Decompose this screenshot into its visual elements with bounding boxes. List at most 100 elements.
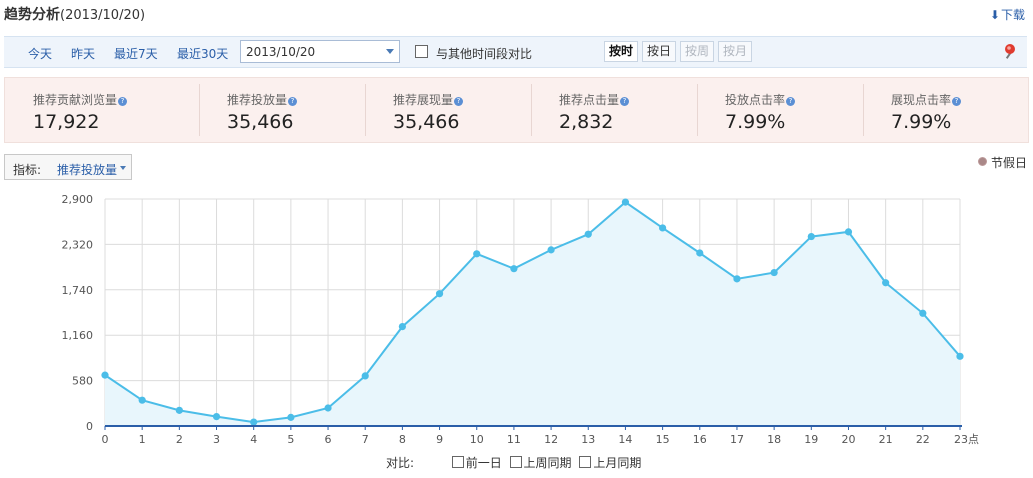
chart-point [324, 404, 332, 412]
metric-label: 推荐投放量? [227, 91, 298, 108]
help-icon[interactable]: ? [288, 97, 298, 106]
chart-point [621, 198, 630, 206]
x-tick-label: 3 [213, 433, 220, 446]
help-icon[interactable]: ? [620, 97, 630, 106]
download-label: 下载 [1000, 8, 1025, 22]
chart-point [175, 406, 183, 414]
compare-prev-day-label: 前一日 [465, 456, 502, 470]
chart-point [807, 232, 815, 241]
page-title: 趋势分析(2013/10/20) [4, 4, 145, 24]
chart-x-axis: 0 1 2 3 4 5 6 7 8 9 10 11 12 13 14 15 16 17 18 19 20 21 22 23点 [102, 426, 979, 446]
compare-last-week-checkbox[interactable] [509, 456, 522, 468]
x-tick-label: 12 [544, 433, 558, 446]
compare-last-month-checkbox[interactable] [579, 456, 592, 468]
compare-last-month-label: 上月同期 [593, 456, 642, 470]
chart-point [398, 322, 406, 331]
divider [863, 84, 864, 136]
x-tick-label: 14 [618, 433, 632, 446]
range-last-30-days[interactable]: 最近30天 [177, 47, 229, 61]
divider [531, 84, 532, 136]
x-tick-label: 4 [250, 433, 257, 446]
chart-point [287, 413, 295, 421]
range-yesterday[interactable]: 昨天 [71, 47, 96, 61]
holiday-dot-icon [977, 157, 987, 166]
x-tick-label: 0 [102, 433, 109, 446]
chart-point [733, 275, 741, 283]
compare-last-month[interactable]: 上月同期 [579, 456, 641, 470]
x-tick-label: 6 [325, 433, 332, 446]
chart-point [956, 352, 964, 360]
compare-prev-day-checkbox[interactable] [451, 456, 464, 468]
tab-by-month[interactable]: 按月 [718, 41, 752, 62]
divider [365, 84, 366, 136]
metric-label-text: 推荐投放量 [227, 93, 288, 107]
metric-label-text: 推荐贡献浏览量 [33, 93, 118, 107]
x-tick-label: 22 [916, 433, 930, 446]
metric-impression-ctr: 展现点击率? 7.99% [863, 78, 1028, 142]
chart-point [584, 230, 592, 238]
metric-label: 推荐点击量? [559, 91, 630, 108]
metric-delivery-ctr: 投放点击率? 7.99% [697, 78, 863, 142]
chart-point [770, 268, 778, 277]
help-icon[interactable]: ? [118, 97, 128, 106]
chart-point [659, 224, 667, 232]
indicator-label: 指标: [13, 163, 42, 177]
x-tick-label: 8 [399, 433, 406, 446]
metric-label: 推荐贡献浏览量? [33, 91, 128, 108]
chart-point [473, 250, 481, 258]
metric-label: 展现点击率? [891, 91, 962, 108]
date-picker[interactable]: 2013/10/20 [240, 40, 400, 63]
compare-row: 对比: 前一日 上周同期 上月同期 [386, 454, 645, 471]
metric-label: 推荐展现量? [393, 91, 464, 108]
help-icon[interactable]: ? [952, 97, 962, 106]
metric-value: 35,466 [227, 111, 294, 133]
chart-point [844, 228, 853, 236]
x-tick-label: 7 [362, 433, 369, 446]
tab-by-hour[interactable]: 按时 [604, 41, 638, 62]
y-tick-label: 0 [86, 420, 93, 433]
indicator-dropdown[interactable]: 指标: 推荐投放量 [4, 154, 132, 180]
metric-value: 2,832 [559, 111, 614, 133]
metric-value: 7.99% [725, 111, 786, 133]
chart-y-axis: 2,900 2,320 1,740 1,160 580 0 [62, 193, 94, 433]
holiday-legend-label: 节假日 [990, 156, 1027, 170]
page-title-text: 趋势分析 [4, 7, 60, 23]
x-tick-label: 19 [804, 433, 818, 446]
metric-label-text: 投放点击率 [725, 93, 786, 107]
holiday-legend: 节假日 [977, 154, 1027, 171]
chart-point [919, 309, 927, 317]
page-title-date: (2013/10/20) [60, 8, 146, 23]
compare-period-checkbox[interactable] [415, 45, 428, 58]
metric-recommend-delivery: 推荐投放量? 35,466 [199, 78, 365, 142]
x-tick-label: 20 [841, 433, 855, 446]
y-tick-label: 2,320 [62, 238, 94, 251]
compare-prev-day[interactable]: 前一日 [451, 456, 502, 470]
x-tick-label: 21 [879, 433, 893, 446]
compare-last-week[interactable]: 上周同期 [509, 456, 572, 470]
help-icon[interactable]: ? [786, 97, 796, 106]
metrics-panel: 推荐贡献浏览量? 17,922 推荐投放量? 35,466 推荐展现量? 35,… [4, 77, 1029, 143]
date-picker-value: 2013/10/20 [246, 45, 316, 59]
y-tick-label: 2,900 [62, 193, 94, 206]
x-tick-label: 16 [693, 433, 707, 446]
chart-point [250, 418, 258, 426]
divider [697, 84, 698, 136]
chart-point [696, 249, 704, 257]
x-tick-label: 15 [656, 433, 670, 446]
download-button[interactable]: ⬇下载 [990, 6, 1025, 23]
metric-value: 7.99% [891, 111, 952, 133]
metric-label: 投放点击率? [725, 91, 796, 108]
range-last-7-days[interactable]: 最近7天 [114, 47, 158, 61]
metric-value: 35,466 [393, 111, 460, 133]
toolbar: 今天 昨天 最近7天 最近30天 2013/10/20 与其他时间段对比 按时 … [4, 36, 1027, 68]
range-today[interactable]: 今天 [28, 47, 53, 61]
chart-series-line [104, 200, 961, 424]
help-icon[interactable]: ? [454, 97, 464, 106]
metric-value: 17,922 [33, 111, 100, 133]
metric-label-text: 展现点击率 [891, 93, 952, 107]
pin-icon[interactable] [999, 41, 1019, 61]
x-tick-label: 17 [730, 433, 744, 446]
compare-label: 对比: [386, 456, 415, 470]
tab-by-week[interactable]: 按周 [680, 41, 714, 62]
tab-by-day[interactable]: 按日 [642, 41, 676, 62]
